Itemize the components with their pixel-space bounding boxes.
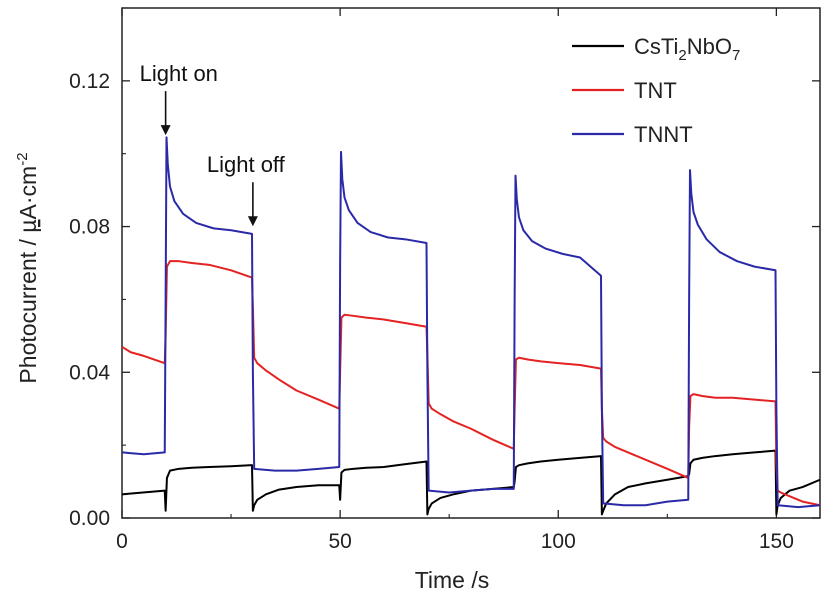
annotation-layer: Light on Light off	[140, 61, 286, 227]
series-line-1	[121, 260, 821, 507]
y-tick-label: 0.00	[69, 507, 110, 530]
series-line-2	[121, 136, 821, 509]
series-line-0	[121, 449, 821, 516]
x-axis-label: Time /s	[415, 567, 490, 593]
annotation-arrow-head	[247, 216, 258, 227]
axis-ticks: 0 50 100 150 0.00 0.04 0.08 0.12	[69, 7, 820, 553]
legend-label: TNT	[634, 78, 677, 103]
legend-label: CsTi2NbO7	[634, 34, 740, 64]
legend: CsTi2NbO7 TNT TNNT	[572, 34, 740, 147]
y-axis-label-exponent: -2	[14, 152, 31, 165]
y-axis-label-unit: A·cm	[15, 166, 41, 220]
y-tick-label: 0.12	[69, 70, 110, 93]
annotation-label: Light on	[140, 61, 218, 86]
x-tick-label: 150	[759, 530, 794, 553]
series-layer	[121, 136, 821, 516]
x-tick-label: 0	[116, 530, 128, 553]
x-tick-label: 50	[328, 530, 351, 553]
annotation-label: Light off	[207, 152, 286, 177]
y-axis-label-main: Photocurrent /	[15, 233, 41, 384]
y-axis-label: Photocurrent / µA·cm-2	[14, 152, 41, 383]
annotation-arrow-head	[160, 125, 171, 136]
x-tick-label: 100	[541, 530, 576, 553]
y-tick-label: 0.04	[69, 361, 110, 384]
y-axis-label-mu: µ	[15, 219, 41, 232]
y-tick-label: 0.08	[69, 216, 110, 239]
legend-label: TNNT	[634, 122, 693, 147]
plot-frame	[121, 7, 821, 519]
